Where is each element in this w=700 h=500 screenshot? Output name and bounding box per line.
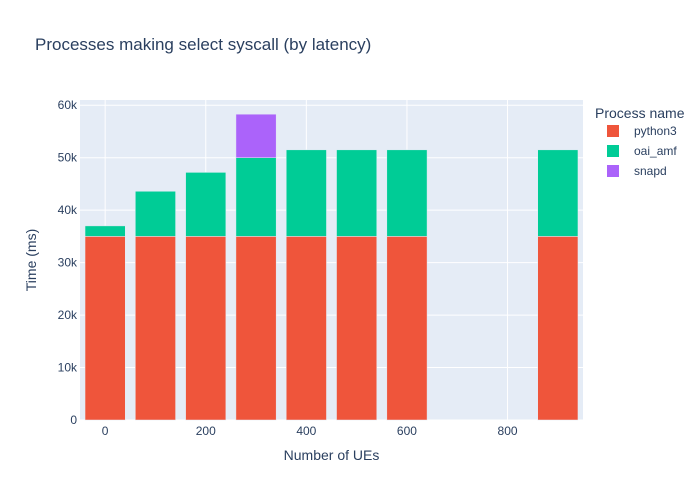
y-axis-title: Time (ms) — [23, 229, 39, 291]
y-tick-label: 20k — [58, 308, 78, 322]
bar-oai-amf[interactable] — [336, 149, 378, 237]
bar-snapd[interactable] — [235, 113, 277, 158]
x-axis-title: Number of UEs — [284, 447, 380, 463]
x-tick-label: 0 — [102, 424, 109, 438]
bar-oai-amf[interactable] — [285, 149, 327, 237]
legend-swatch[interactable] — [607, 165, 619, 177]
y-tick-label: 30k — [58, 256, 78, 270]
bar-python3[interactable] — [185, 236, 227, 421]
legend-label[interactable]: oai_amf — [634, 144, 677, 158]
bar-oai-amf[interactable] — [185, 172, 227, 237]
bar-python3[interactable] — [336, 236, 378, 421]
legend-title: Process name — [595, 105, 685, 121]
y-tick-label: 50k — [58, 151, 78, 165]
bar-oai-amf[interactable] — [135, 191, 176, 237]
bar-python3[interactable] — [537, 236, 579, 421]
legend-swatch[interactable] — [607, 145, 619, 157]
x-tick-label: 800 — [498, 424, 518, 438]
y-axis-ticks: 0 10k 20k 30k 40k 50k 60k — [58, 98, 78, 427]
y-tick-label: 40k — [58, 203, 78, 217]
y-tick-label: 10k — [58, 361, 78, 375]
x-tick-label: 200 — [196, 424, 216, 438]
legend-swatch[interactable] — [607, 125, 619, 137]
bar-oai-amf[interactable] — [84, 225, 126, 237]
x-tick-label: 600 — [397, 424, 417, 438]
bar-oai-amf[interactable] — [537, 149, 579, 237]
y-tick-label: 60k — [58, 98, 78, 112]
chart-title: Processes making select syscall (by late… — [35, 35, 371, 54]
y-tick-label: 0 — [70, 413, 77, 427]
bar-oai-amf[interactable] — [386, 149, 428, 237]
bar-python3[interactable] — [285, 236, 327, 421]
bar-python3[interactable] — [386, 236, 428, 421]
legend-label[interactable]: snapd — [634, 164, 667, 178]
bars — [84, 113, 579, 421]
x-tick-label: 400 — [296, 424, 316, 438]
bar-python3[interactable] — [84, 236, 126, 421]
x-axis-ticks: 0 200 400 600 800 — [102, 424, 518, 438]
bar-python3[interactable] — [135, 236, 176, 421]
bar-oai-amf[interactable] — [235, 157, 277, 237]
bar-python3[interactable] — [235, 236, 277, 421]
legend-label[interactable]: python3 — [634, 124, 677, 138]
